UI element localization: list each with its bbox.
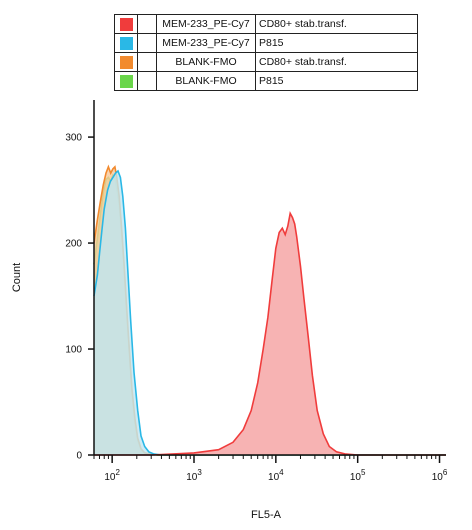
legend-cells: CD80+ stab.transf. xyxy=(255,52,418,72)
y-tick-label: 300 xyxy=(65,133,82,144)
legend-stain: BLANK-FMO xyxy=(156,52,256,72)
series-line xyxy=(93,169,446,456)
x-tick-label: 106 xyxy=(432,468,448,483)
legend-row: MEM-233_PE-Cy7 CD80+ stab.transf. xyxy=(114,14,418,34)
legend-cells: P815 xyxy=(255,71,418,91)
legend-row: BLANK-FMO CD80+ stab.transf. xyxy=(114,52,418,72)
legend-stain: MEM-233_PE-Cy7 xyxy=(156,33,256,53)
legend-swatch xyxy=(119,36,133,50)
series-area xyxy=(94,171,446,455)
y-tick-label: 100 xyxy=(65,345,82,356)
x-tick-label: 102 xyxy=(104,468,120,483)
legend-row: BLANK-FMO P815 xyxy=(114,71,418,91)
y-axis-title: Count xyxy=(11,263,23,292)
axes-layer: 102 103 104 105 106 0 100 200 300 xyxy=(65,100,448,483)
legend-swatch xyxy=(119,74,133,88)
x-tick-label: 105 xyxy=(350,468,366,483)
legend-swatch xyxy=(119,55,133,69)
legend-stain: BLANK-FMO xyxy=(156,71,256,91)
legend-swatch-cell xyxy=(114,71,138,91)
legend: MEM-233_PE-Cy7 CD80+ stab.transf. MEM-233_… xyxy=(114,14,418,91)
series-layer xyxy=(93,164,446,456)
x-tick-label: 104 xyxy=(268,468,284,483)
y-tick-label: 0 xyxy=(76,451,82,462)
x-axis-title: FL5-A xyxy=(251,509,282,521)
y-tick-label: 200 xyxy=(65,239,82,250)
x-tick-label: 103 xyxy=(186,468,202,483)
series-line xyxy=(94,211,446,456)
legend-swatch xyxy=(119,17,133,31)
series-area xyxy=(94,213,446,455)
